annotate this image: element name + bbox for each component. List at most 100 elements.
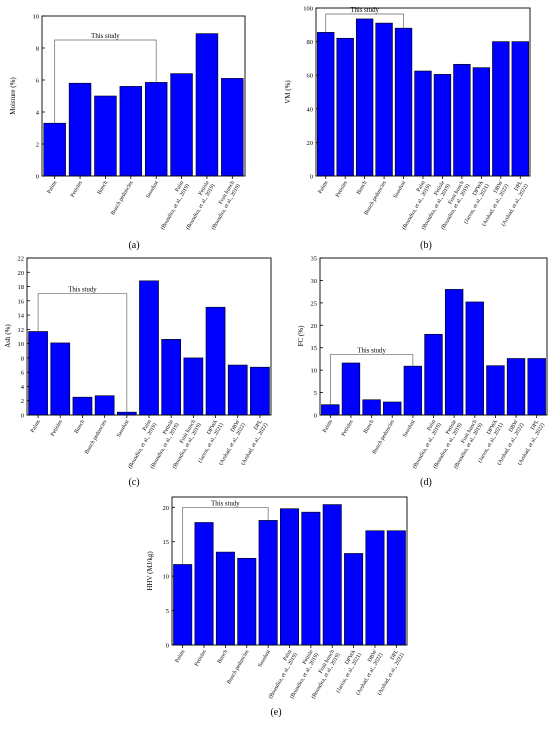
y-tick-label: 0 <box>166 643 169 650</box>
bar-5 <box>144 82 168 177</box>
bar-10 <box>227 364 248 416</box>
x-tick-label: Palms <box>317 180 329 195</box>
bar-11 <box>511 41 529 177</box>
y-tick-label: 22 <box>18 256 25 263</box>
bar-6 <box>414 70 432 177</box>
x-tick-label: Palms <box>46 180 58 195</box>
bar-3 <box>94 95 117 177</box>
x-tick-label: Petioles <box>70 180 84 198</box>
y-tick-label: 18 <box>18 284 25 291</box>
group-label: This study <box>91 33 120 40</box>
category-name: DPL <box>514 180 525 193</box>
category-name: Palms <box>322 419 334 434</box>
x-tick-label: Bunch <box>363 419 376 435</box>
category-name: DPL <box>253 419 264 432</box>
bar-3 <box>362 399 381 416</box>
y-tick-label: 60 <box>307 73 314 80</box>
y-tick-label: 10 <box>18 341 25 348</box>
y-tick-label: 2 <box>36 142 39 149</box>
x-tick-label: Sawdust <box>116 419 131 439</box>
chart-panel-1: 0 2 4 6 8 10 Palms Petioles Bunch Bunch peduncles… <box>9 14 246 251</box>
category-name: Bunch peduncles <box>226 649 250 685</box>
y-axis-title: HHV (MJ/kg) <box>146 551 154 591</box>
x-tick-label: Bunch peduncles <box>372 419 396 455</box>
y-tick-label: 16 <box>18 298 25 305</box>
y-tick-label: 40 <box>307 106 314 113</box>
y-tick-label: 10 <box>33 14 40 21</box>
y-axis-title: Ash (%) <box>4 324 12 348</box>
panel-caption: (c) <box>128 477 139 488</box>
bar-7 <box>444 289 464 416</box>
bar-10 <box>492 41 510 177</box>
category-name: Sawdust <box>402 419 417 439</box>
bar-4 <box>383 401 402 416</box>
category-name: Sawdust <box>257 649 272 669</box>
x-tick-label: Palm(Bousdira, et al., 2019) <box>159 179 191 230</box>
x-tick-label: Sawdust <box>257 649 272 669</box>
plot-frame <box>41 15 246 177</box>
panel-caption: (e) <box>270 707 281 718</box>
panel-caption: (d) <box>420 477 432 488</box>
y-tick-label: 12 <box>18 327 25 334</box>
category-name: Palms <box>174 649 186 664</box>
chart-panel-3: 0 2 4 6 8 10 12 14 16 18 20 22 Palms Petioles BunchBun… <box>4 256 272 488</box>
x-tick-label: Bunch <box>217 649 230 665</box>
x-tick-label: Bunch <box>356 180 369 196</box>
bar-5 <box>394 27 413 177</box>
y-axis-title: Moisture (%) <box>9 77 17 115</box>
bar-11 <box>250 366 270 416</box>
x-tick-label: Bunch peduncles <box>110 180 134 216</box>
category-name: Bunch <box>363 419 376 435</box>
y-tick-label: 4 <box>21 384 25 391</box>
category-name: Petioles <box>50 419 64 437</box>
y-axis-title: VM (%) <box>284 80 292 104</box>
bar-2 <box>341 362 361 416</box>
y-tick-label: 35 <box>311 256 318 263</box>
bar-8 <box>322 504 342 646</box>
y-tick-label: 0 <box>310 174 313 181</box>
category-name: Bunch <box>97 180 110 196</box>
category-name: Petioles <box>335 180 349 198</box>
x-tick-label: Petioles <box>50 419 64 437</box>
y-tick-label: 20 <box>307 140 314 147</box>
x-tick-label: Palms <box>322 419 334 434</box>
bar-2 <box>336 37 354 177</box>
y-tick-label: 15 <box>163 539 170 546</box>
category-name: Palms <box>46 180 58 195</box>
x-tick-label: Petioles <box>335 180 349 198</box>
bar-10 <box>365 530 385 646</box>
bar-4 <box>375 22 393 177</box>
y-tick-label: 0 <box>21 413 24 420</box>
group-label: This study <box>211 500 240 507</box>
bar-7 <box>195 33 219 177</box>
bar-8 <box>221 78 244 177</box>
x-tick-label: Palms <box>30 419 42 434</box>
y-axis-title: FC (%) <box>297 325 305 346</box>
bar-2 <box>50 342 71 416</box>
bar-1 <box>321 404 340 416</box>
y-tick-label: 5 <box>314 390 317 397</box>
y-tick-label: 20 <box>163 505 170 512</box>
bar-9 <box>205 306 226 416</box>
x-tick-label: Bunch peduncles <box>226 649 250 685</box>
y-tick-label: 0 <box>36 174 39 181</box>
bar-5 <box>403 365 423 416</box>
y-tick-label: 4 <box>36 110 40 117</box>
y-tick-label: 8 <box>36 46 39 53</box>
bar-11 <box>527 358 546 416</box>
category-name: Palm <box>282 648 293 662</box>
category-name: Petioles <box>194 649 208 667</box>
bar-3 <box>72 396 93 416</box>
category-name: Palm <box>426 418 437 432</box>
x-tick-label: Bunch <box>74 419 87 435</box>
bar-4 <box>119 86 143 177</box>
y-tick-label: 6 <box>36 78 40 85</box>
y-tick-label: 20 <box>18 270 25 277</box>
x-tick-label: Sawdust <box>402 419 417 439</box>
x-tick-label: Petioles <box>341 419 355 437</box>
group-label: This study <box>357 347 386 354</box>
bar-7 <box>433 74 452 177</box>
x-tick-label: Bunch peduncles <box>363 180 387 216</box>
